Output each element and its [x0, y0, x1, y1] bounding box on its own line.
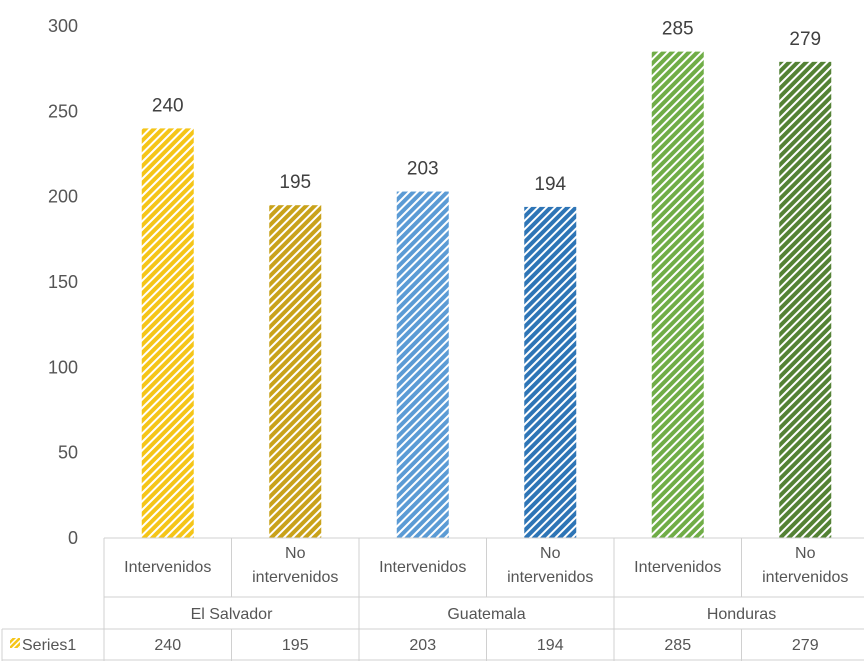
category-label: Intervenidos: [124, 559, 211, 576]
legend-key: [10, 638, 20, 648]
bar: [524, 206, 577, 538]
y-tick-label: 200: [48, 187, 78, 207]
y-tick-label: 250: [48, 101, 78, 121]
bar: [651, 51, 704, 538]
data-label: 279: [789, 29, 821, 50]
category-label: Intervenidos: [634, 559, 721, 576]
table-value: 240: [154, 637, 181, 654]
data-label: 240: [152, 95, 184, 116]
data-label: 195: [279, 172, 311, 193]
data-labels: 240 195 203 194 285 279: [152, 19, 821, 195]
table-value: 203: [409, 637, 436, 654]
category-label: No intervenidos: [252, 545, 338, 586]
table-value: 285: [664, 637, 691, 654]
group-label: El Salvador: [191, 606, 273, 623]
group-label: Honduras: [707, 606, 776, 623]
data-label: 203: [407, 159, 439, 180]
y-axis: 0 50 100 150 200 250 300: [48, 16, 78, 548]
table-value: 194: [537, 637, 564, 654]
category-label: Intervenidos: [379, 559, 466, 576]
bar: [141, 128, 194, 538]
table-value: 195: [282, 637, 309, 654]
bars: [141, 51, 832, 539]
y-tick-label: 0: [68, 528, 78, 548]
y-tick-label: 100: [48, 357, 78, 377]
y-tick-label: 150: [48, 272, 78, 292]
data-table: Intervenidos No intervenidos Intervenidos No…: [1, 537, 864, 661]
bar: [779, 61, 832, 539]
y-tick-label: 300: [48, 16, 78, 36]
series-name: Series1: [22, 637, 76, 654]
bar: [396, 191, 449, 538]
group-label: Guatemala: [447, 606, 525, 623]
category-label: No intervenidos: [762, 545, 848, 586]
table-value: 279: [792, 637, 819, 654]
bar: [269, 205, 322, 538]
data-label: 285: [662, 19, 694, 40]
data-label: 194: [534, 174, 566, 195]
y-tick-label: 50: [58, 443, 78, 463]
category-label: No intervenidos: [507, 545, 593, 586]
